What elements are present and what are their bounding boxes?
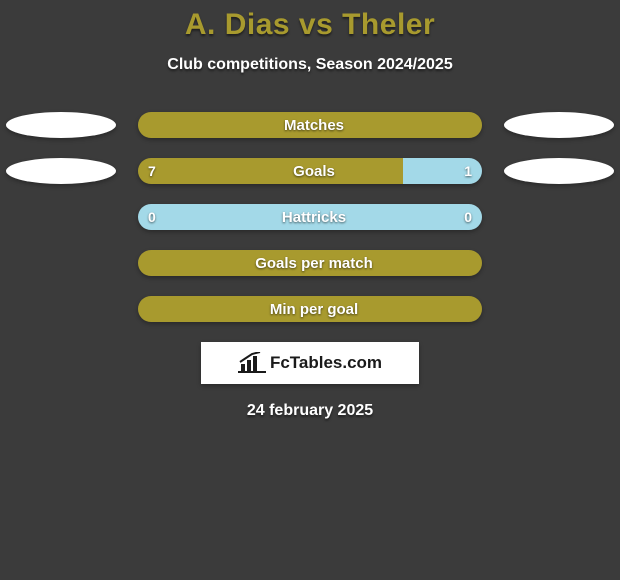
stat-label: Hattricks [138,204,482,230]
bar-chart-icon [238,352,266,374]
page-title: A. Dias vs Theler [0,8,620,42]
stat-bar-track: Goals per match [138,250,482,276]
stat-row: 71Goals [0,158,620,184]
player-left-ellipse [6,158,116,184]
footer-date: 24 february 2025 [0,402,620,420]
stats-rows: Matches 71Goals 00Hattricks Goals per match… [0,112,620,322]
stat-row: Min per goal [0,296,620,322]
stat-label: Goals [138,158,482,184]
player-left-ellipse [6,112,116,138]
player-right-ellipse [504,158,614,184]
stat-label: Goals per match [138,250,482,276]
content: A. Dias vs Theler Club competitions, Sea… [0,0,620,420]
stat-row: Matches [0,112,620,138]
stat-row: Goals per match [0,250,620,276]
stat-label: Matches [138,112,482,138]
source-badge-inner: FcTables.com [238,352,382,374]
source-badge-text: FcTables.com [270,353,382,373]
stat-label: Min per goal [138,296,482,322]
stat-bar-track: 71Goals [138,158,482,184]
stat-row: 00Hattricks [0,204,620,230]
stat-bar-track: Min per goal [138,296,482,322]
player-right-ellipse [504,112,614,138]
stat-bar-track: 00Hattricks [138,204,482,230]
stat-bar-track: Matches [138,112,482,138]
subtitle: Club competitions, Season 2024/2025 [0,56,620,74]
source-badge: FcTables.com [201,342,419,384]
